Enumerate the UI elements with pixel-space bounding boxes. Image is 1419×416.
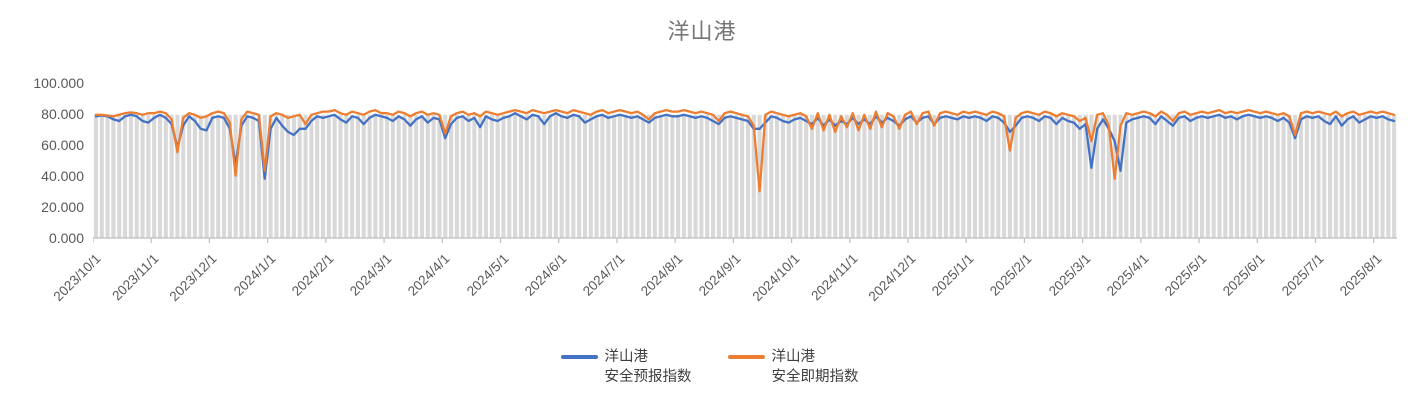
y-axis-label: 40.000 <box>41 168 84 184</box>
legend-forecast-line1: 洋山港 <box>604 349 649 365</box>
plot-area <box>93 108 1397 243</box>
y-axis-label: 0.000 <box>48 230 84 246</box>
spot-index-line <box>94 108 1396 193</box>
chart-title: 洋山港 <box>667 19 737 44</box>
legend: 洋山港 安全预报指数 洋山港 安全即期指数 <box>0 347 1419 387</box>
x-axis-line <box>93 237 1397 243</box>
legend-forecast-line2: 安全预报指数 <box>604 369 692 385</box>
forecast-index-line <box>94 112 1396 180</box>
spot-line-swatch-icon <box>727 355 765 359</box>
y-axis-label: 60.000 <box>41 137 84 153</box>
legend-spot-line2: 安全即期指数 <box>771 369 859 385</box>
forecast-line-swatch-icon <box>560 355 598 359</box>
legend-label-spot: 洋山港 安全即期指数 <box>772 347 859 387</box>
legend-label-forecast: 洋山港 安全预报指数 <box>605 347 692 387</box>
legend-entry-spot: 洋山港 安全即期指数 <box>727 347 859 387</box>
background-bars-series <box>93 114 1397 238</box>
legend-entry-forecast: 洋山港 安全预报指数 <box>560 347 692 387</box>
y-axis-label: 100.000 <box>33 75 84 91</box>
y-axis-label: 80.000 <box>41 106 84 122</box>
y-axis-label: 20.000 <box>41 199 84 215</box>
legend-spot-line1: 洋山港 <box>771 349 816 365</box>
